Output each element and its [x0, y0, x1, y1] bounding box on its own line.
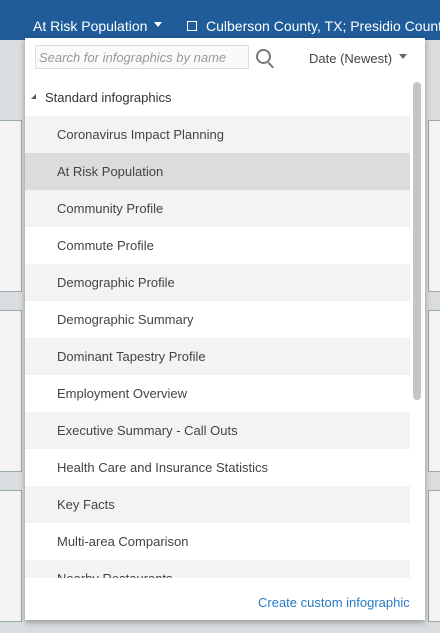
list-item[interactable]: Commute Profile [25, 227, 410, 264]
list-item[interactable]: Coronavirus Impact Planning [25, 116, 410, 153]
card [428, 120, 440, 292]
list-item[interactable]: Demographic Summary [25, 301, 410, 338]
list-item[interactable]: Key Facts [25, 486, 410, 523]
list-item[interactable]: Nearby Restaurants [25, 560, 410, 578]
card [0, 490, 22, 622]
list-item[interactable]: Executive Summary - Call Outs [25, 412, 410, 449]
infographic-list: Coronavirus Impact Planning At Risk Popul… [25, 116, 410, 578]
list-item[interactable]: Demographic Profile [25, 264, 410, 301]
scrollbar[interactable] [413, 82, 421, 400]
collapse-toggle[interactable] [31, 94, 36, 99]
group-label[interactable]: Standard infographics [45, 90, 172, 105]
sort-select[interactable]: Date (Newest) [309, 51, 407, 66]
card [428, 490, 440, 622]
location-icon [187, 21, 197, 31]
search-input[interactable]: Search for infographics by name [35, 45, 249, 69]
card [0, 120, 22, 292]
list-item[interactable]: Employment Overview [25, 375, 410, 412]
card [428, 310, 440, 472]
card [0, 310, 22, 472]
list-item[interactable]: At Risk Population [25, 153, 410, 190]
top-bar: At Risk Population Culberson County, TX;… [0, 0, 440, 40]
search-icon[interactable] [256, 49, 271, 64]
infographic-title[interactable]: At Risk Population [33, 18, 162, 34]
create-link[interactable]: Create custom infographic [258, 595, 410, 610]
list-item[interactable]: Health Care and Insurance Statistics [25, 449, 410, 486]
list-item[interactable]: Community Profile [25, 190, 410, 227]
list-item[interactable]: Dominant Tapestry Profile [25, 338, 410, 375]
list-item[interactable]: Multi-area Comparison [25, 523, 410, 560]
dropdown-panel: Search for infographics by name Date (Ne… [25, 38, 425, 620]
location: Culberson County, TX; Presidio County, [206, 18, 440, 34]
